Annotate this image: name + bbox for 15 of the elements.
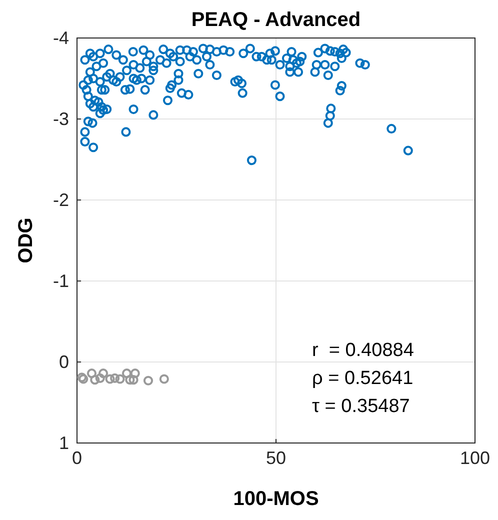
y-tick-label: -1	[52, 270, 69, 291]
x-tick-label: 0	[72, 448, 82, 468]
chart-title: PEAQ - Advanced	[191, 9, 361, 31]
x-tick-label: 100	[460, 448, 490, 468]
annotation: ρ = 0.52641	[312, 368, 414, 389]
annotation: r = 0.40884	[312, 340, 414, 361]
y-tick-label: 0	[58, 352, 69, 372]
x-tick-label: 50	[266, 448, 286, 468]
x-axis-title: 100-MOS	[233, 488, 319, 510]
y-axis-title: ODG	[15, 218, 37, 264]
y-tick-label: 1	[58, 432, 69, 453]
y-tick-label: -4	[52, 28, 69, 48]
y-tick-label: -2	[52, 190, 69, 210]
annotation: τ = 0.35487	[312, 396, 410, 417]
y-tick-label: -3	[52, 108, 69, 129]
